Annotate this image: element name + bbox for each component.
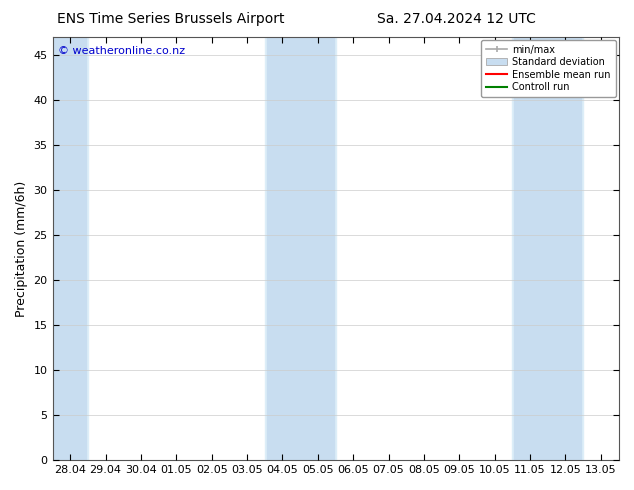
- Text: Sa. 27.04.2024 12 UTC: Sa. 27.04.2024 12 UTC: [377, 12, 536, 26]
- Y-axis label: Precipitation (mm/6h): Precipitation (mm/6h): [15, 180, 28, 317]
- Legend: min/max, Standard deviation, Ensemble mean run, Controll run: min/max, Standard deviation, Ensemble me…: [481, 40, 616, 97]
- Bar: [514, 37, 581, 460]
- Bar: [512, 37, 583, 460]
- Bar: [55, 37, 86, 460]
- Text: ENS Time Series Brussels Airport: ENS Time Series Brussels Airport: [58, 12, 285, 26]
- Bar: [266, 37, 333, 460]
- Text: © weatheronline.co.nz: © weatheronline.co.nz: [58, 46, 185, 55]
- Bar: [53, 37, 88, 460]
- Bar: [265, 37, 335, 460]
